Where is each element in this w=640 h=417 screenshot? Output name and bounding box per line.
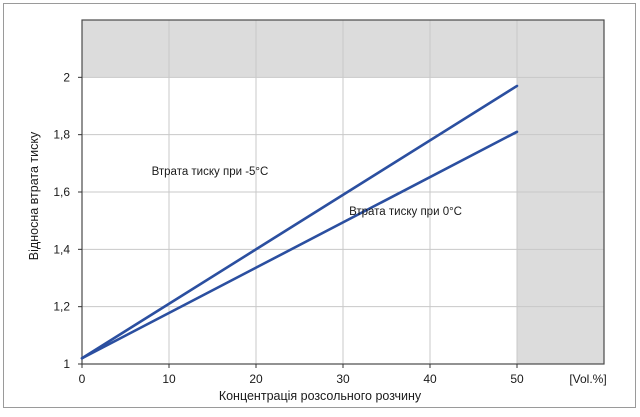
outer-frame	[3, 3, 636, 408]
x-tick-label-50: 50	[510, 372, 524, 386]
annotation-2: Втрата тиску при 0°C	[349, 206, 462, 218]
x-tick-label-10: 10	[162, 372, 176, 386]
y-tick-label-1,4: 1,4	[53, 242, 70, 256]
series-line-2	[80, 130, 519, 360]
series-line-1	[80, 84, 519, 360]
y-tick-label-1: 1	[63, 357, 70, 371]
x-axis-title: Концентрація розсольного розчину	[219, 389, 422, 403]
x-unit-label: [Vol.%]	[569, 372, 606, 386]
y-axis-title: Відносна втрата тиску	[27, 131, 41, 260]
y-tick-label-2: 2	[63, 70, 70, 84]
x-tick-label-40: 40	[423, 372, 437, 386]
x-tick-label-20: 20	[249, 372, 263, 386]
y-tick-label-1,2: 1,2	[53, 300, 70, 314]
x-tick-label-0: 0	[79, 372, 86, 386]
y-tick-label-1,8: 1,8	[53, 128, 70, 142]
y-tick-label-1,6: 1,6	[53, 185, 70, 199]
annotation-1: Втрата тиску при -5°C	[152, 166, 269, 178]
x-tick-label-30: 30	[336, 372, 350, 386]
